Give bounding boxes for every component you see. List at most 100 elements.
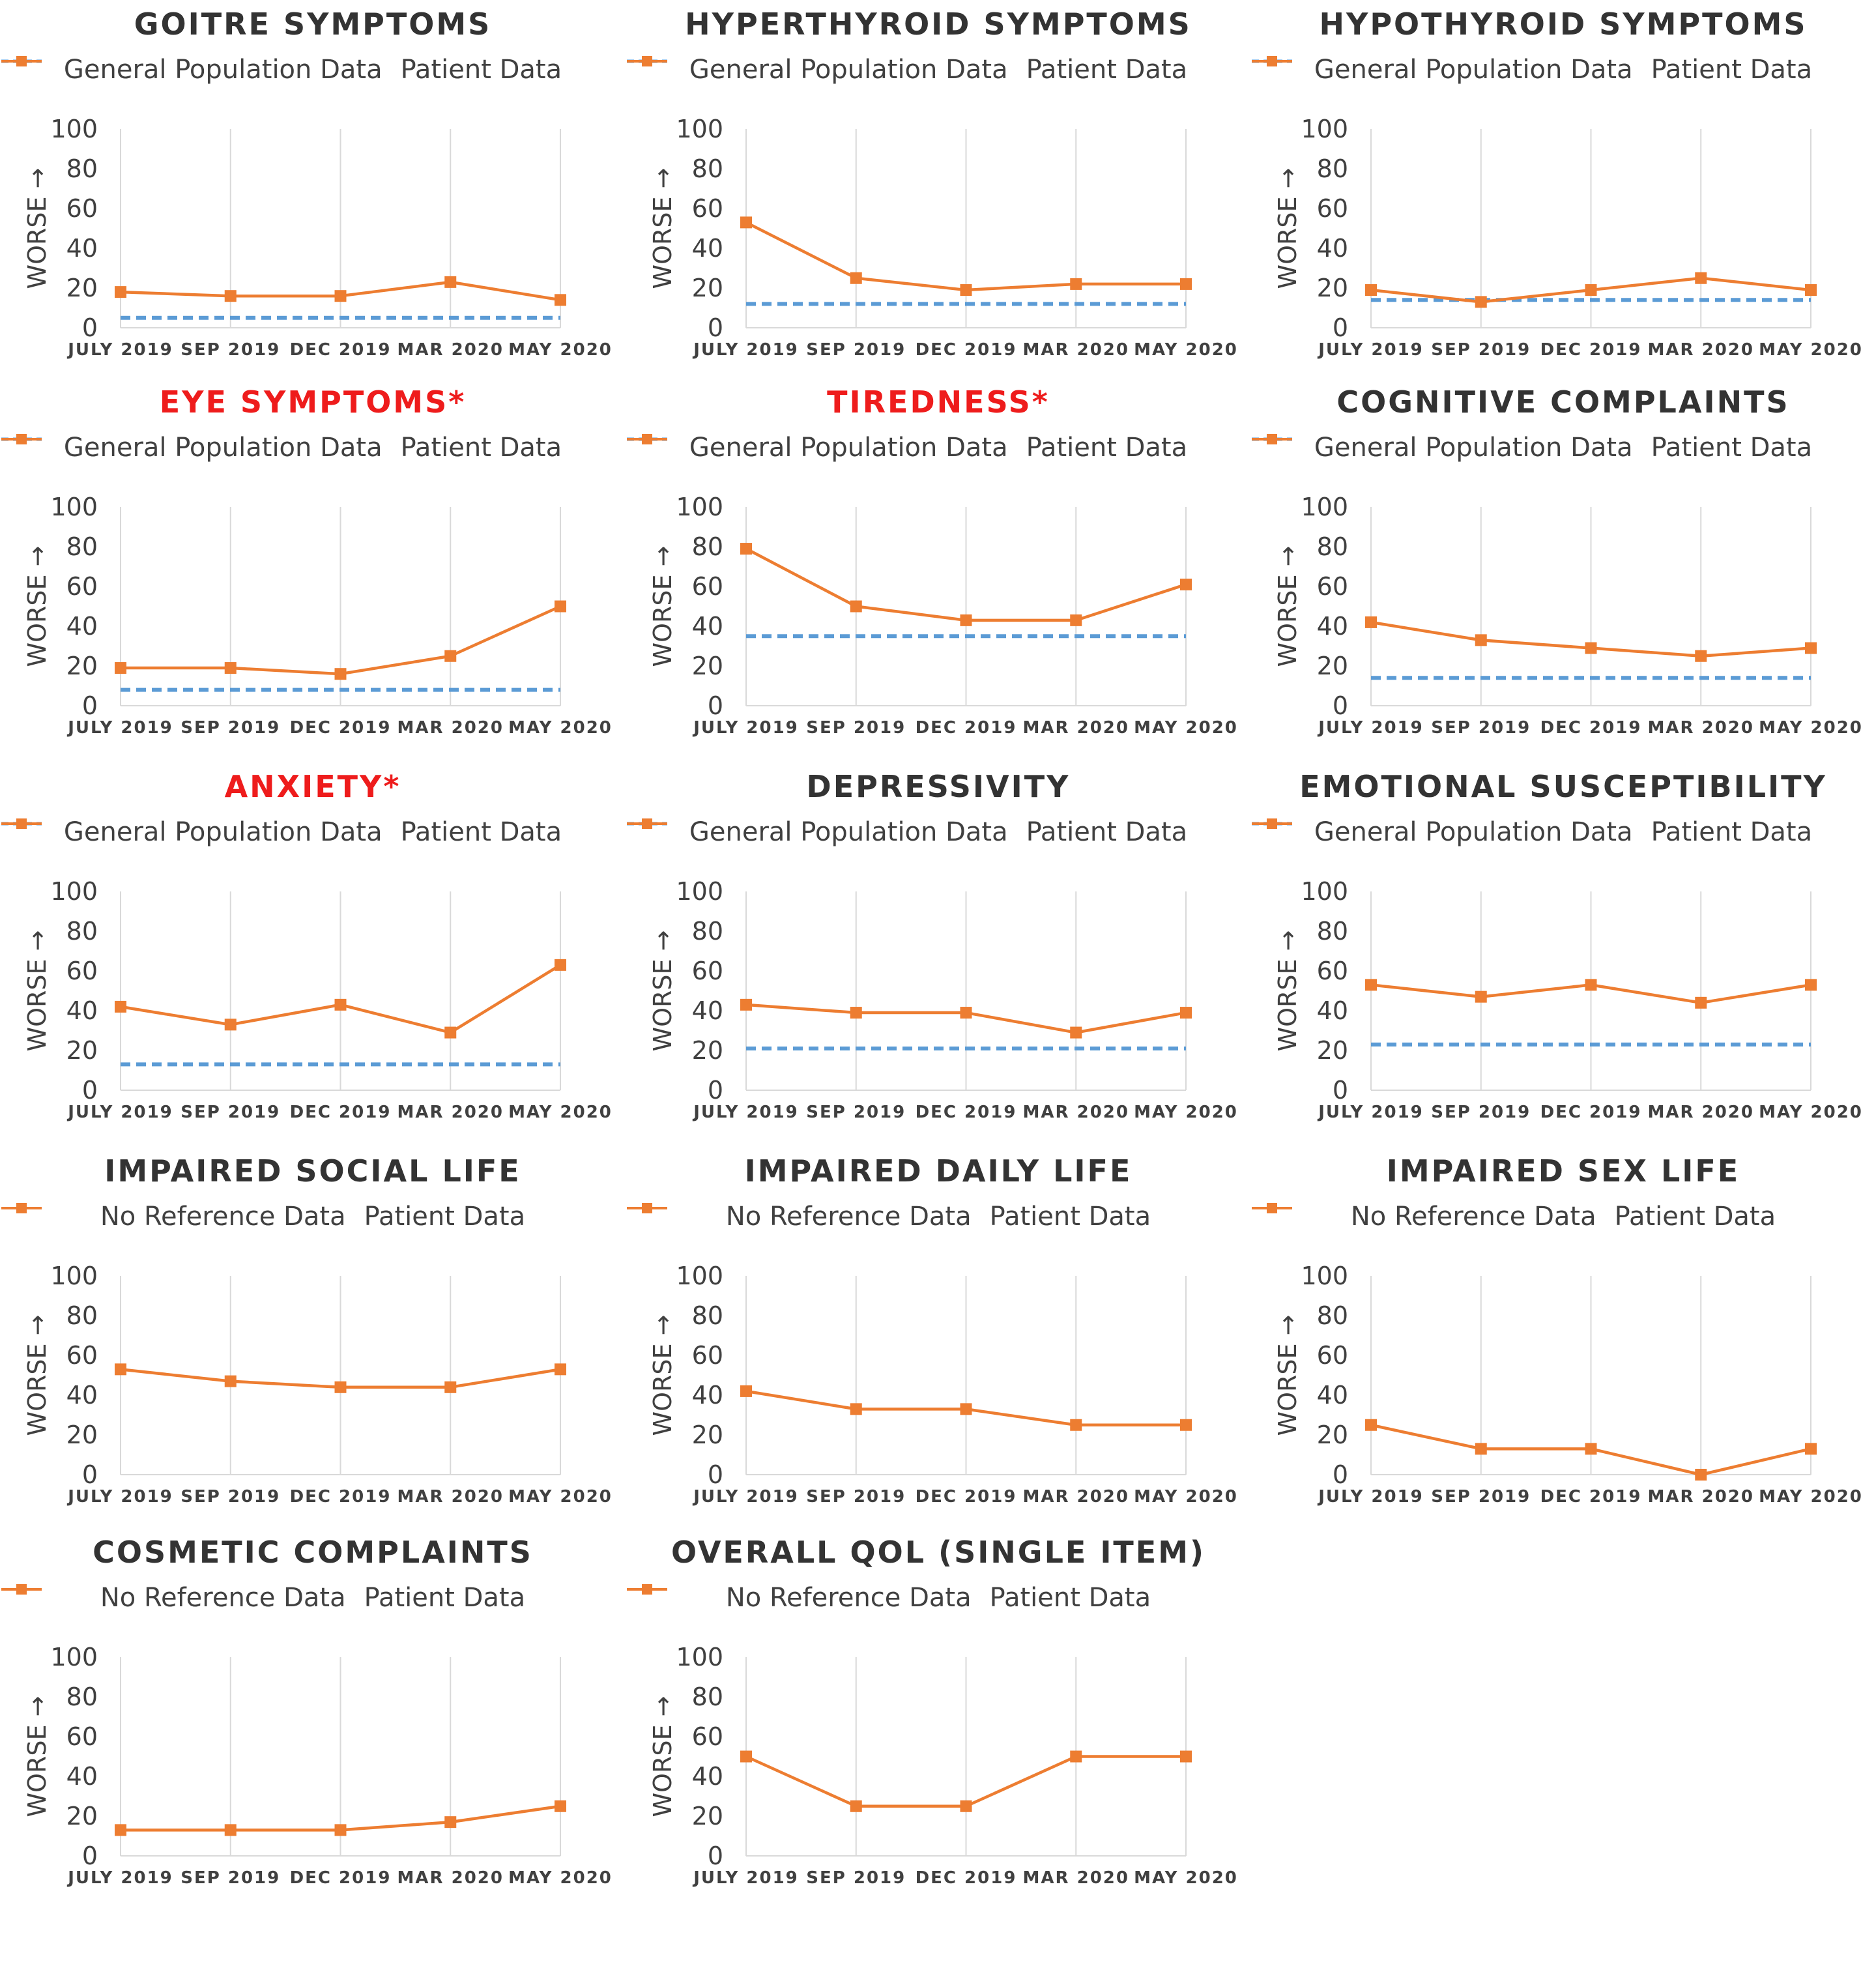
y-tick-label: 40 [1317, 234, 1348, 263]
x-tick-label: MAY 2020 [508, 1103, 613, 1122]
y-axis-title: WORSE → [23, 1696, 51, 1817]
x-tick-label: SEP 2019 [180, 1868, 280, 1888]
y-axis-title: WORSE → [648, 931, 677, 1052]
y-axis-title: WORSE → [648, 546, 677, 667]
patient-point [334, 998, 347, 1011]
patient-point [224, 1375, 237, 1387]
x-tick-label: JULY 2019 [66, 1487, 173, 1507]
y-tick-label: 80 [1317, 532, 1348, 561]
legend-patient: Patient Data [1, 433, 562, 463]
patient-point [1805, 1443, 1817, 1455]
x-tick-label: MAR 2020 [1023, 718, 1129, 738]
patient-point [1475, 1443, 1487, 1455]
legend-general-label: General Population Data [1314, 817, 1633, 847]
legend-patient-label: Patient Data [1614, 1202, 1776, 1232]
legend-patient-label: Patient Data [989, 1202, 1151, 1232]
chart-plot: 0 20 40 60 80 100 WORSE → JULY 2019 SEP 2019 DEC … [648, 877, 1237, 1122]
y-tick-label: 40 [692, 996, 723, 1025]
y-tick-label: 80 [692, 1683, 723, 1711]
patient-point [115, 1000, 126, 1013]
y-tick-label: 60 [1317, 1341, 1348, 1370]
chart-panel: COGNITIVE COMPLAINTS General Population D… [1250, 384, 1876, 769]
y-tick-label: 60 [66, 1722, 98, 1751]
legend-general: General Population Data [1252, 55, 1633, 85]
legend-no-reference: No Reference Data [100, 1583, 346, 1613]
y-tick-label: 0 [82, 691, 98, 720]
y-tick-label: 0 [708, 691, 723, 720]
patient-point [1365, 284, 1377, 296]
x-tick-label: DEC 2019 [1540, 1103, 1642, 1122]
y-tick-label: 40 [1317, 612, 1348, 641]
patient-point [334, 290, 347, 302]
patient-point [334, 1824, 347, 1836]
legend-patient-label: Patient Data [1026, 433, 1188, 463]
patient-point [1695, 650, 1707, 662]
y-tick-label: 40 [66, 1762, 98, 1791]
y-tick-label: 20 [692, 1802, 723, 1830]
y-tick-label: 20 [1317, 1421, 1348, 1449]
chart-plot: 0 20 40 60 80 100 WORSE → JULY 2019 SEP 2019 DEC … [648, 115, 1237, 360]
y-tick-label: 40 [692, 612, 723, 641]
legend-patient-swatch [627, 56, 667, 66]
legend-general-label: General Population Data [689, 55, 1008, 85]
y-tick-label: 20 [66, 1036, 98, 1065]
legend-general-label: General Population Data [63, 55, 382, 85]
patient-point [1805, 642, 1817, 654]
x-tick-label: JULY 2019 [66, 1868, 173, 1888]
x-tick-label: DEC 2019 [1540, 718, 1642, 738]
x-tick-label: DEC 2019 [290, 340, 392, 360]
chart-panel: EMOTIONAL SUSCEPTIBILITY General Populati… [1250, 769, 1876, 1153]
y-tick-label: 20 [66, 274, 98, 302]
chart-plot: 0 20 40 60 80 100 WORSE → JULY 2019 SEP 2019 DEC … [1273, 877, 1862, 1122]
patient-point [740, 543, 752, 555]
chart-plot: 0 20 40 60 80 100 WORSE → JULY 2019 SEP 2019 DEC … [1273, 1262, 1862, 1507]
legend-patient-swatch [1252, 434, 1292, 444]
chart-title: IMPAIRED SOCIAL LIFE [104, 1153, 521, 1189]
x-tick-label: MAR 2020 [1023, 1868, 1129, 1888]
x-tick-label: DEC 2019 [290, 718, 392, 738]
y-tick-label: 80 [66, 532, 98, 561]
patient-point [444, 1816, 457, 1829]
legend-no-reference-label: No Reference Data [725, 1583, 972, 1613]
y-tick-label: 80 [692, 917, 723, 946]
chart-title: EYE SYMPTOMS* [159, 384, 467, 420]
y-tick-label: 100 [1301, 1262, 1348, 1290]
y-axis-title: WORSE → [1273, 1315, 1302, 1436]
x-tick-label: SEP 2019 [806, 1103, 906, 1122]
legend-patient-swatch [1252, 818, 1292, 829]
patient-point [960, 614, 972, 626]
legend-patient-swatch [1, 56, 42, 66]
chart-panel: ANXIETY* General Population Data Patient D… [0, 769, 626, 1153]
y-tick-label: 80 [66, 917, 98, 946]
chart-legend: General Population Data Patient Data [626, 816, 1251, 847]
legend-patient: Patient Data [1252, 433, 1812, 463]
patient-point [1585, 1443, 1597, 1455]
y-tick-label: 80 [692, 1301, 723, 1330]
patient-point [115, 1824, 126, 1836]
legend-patient-label: Patient Data [989, 1583, 1151, 1613]
chart-plot: 0 20 40 60 80 100 WORSE → JULY 2019 SEP 2019 DEC … [1273, 493, 1862, 738]
y-tick-label: 60 [692, 1341, 723, 1370]
chart-legend: General Population Data Patient Data [626, 431, 1251, 463]
patient-point [1585, 284, 1597, 296]
x-tick-label: JULY 2019 [1317, 340, 1424, 360]
x-tick-label: SEP 2019 [1431, 1103, 1531, 1122]
legend-no-reference-label: No Reference Data [1350, 1202, 1596, 1232]
chart-legend: No Reference Data Patient Data [626, 1200, 1251, 1232]
x-tick-label: MAR 2020 [1023, 1103, 1129, 1122]
y-axis-title: WORSE → [1273, 168, 1302, 289]
patient-point [740, 216, 752, 229]
x-tick-label: SEP 2019 [1431, 340, 1531, 360]
legend-no-reference-label: No Reference Data [725, 1202, 972, 1232]
x-tick-label: JULY 2019 [692, 718, 799, 738]
chart-legend: No Reference Data Patient Data [626, 1582, 1251, 1613]
legend-patient-label: Patient Data [400, 55, 562, 85]
patient-point [555, 1363, 566, 1376]
x-tick-label: MAY 2020 [1134, 1487, 1238, 1507]
legend-patient-label: Patient Data [1026, 55, 1188, 85]
patient-point [1180, 1419, 1192, 1431]
legend-patient: Patient Data [1, 1202, 525, 1232]
x-tick-label: DEC 2019 [916, 1103, 1017, 1122]
chart-plot: 0 20 40 60 80 100 WORSE → JULY 2019 SEP 2019 DEC … [23, 493, 611, 738]
y-tick-label: 20 [692, 274, 723, 302]
